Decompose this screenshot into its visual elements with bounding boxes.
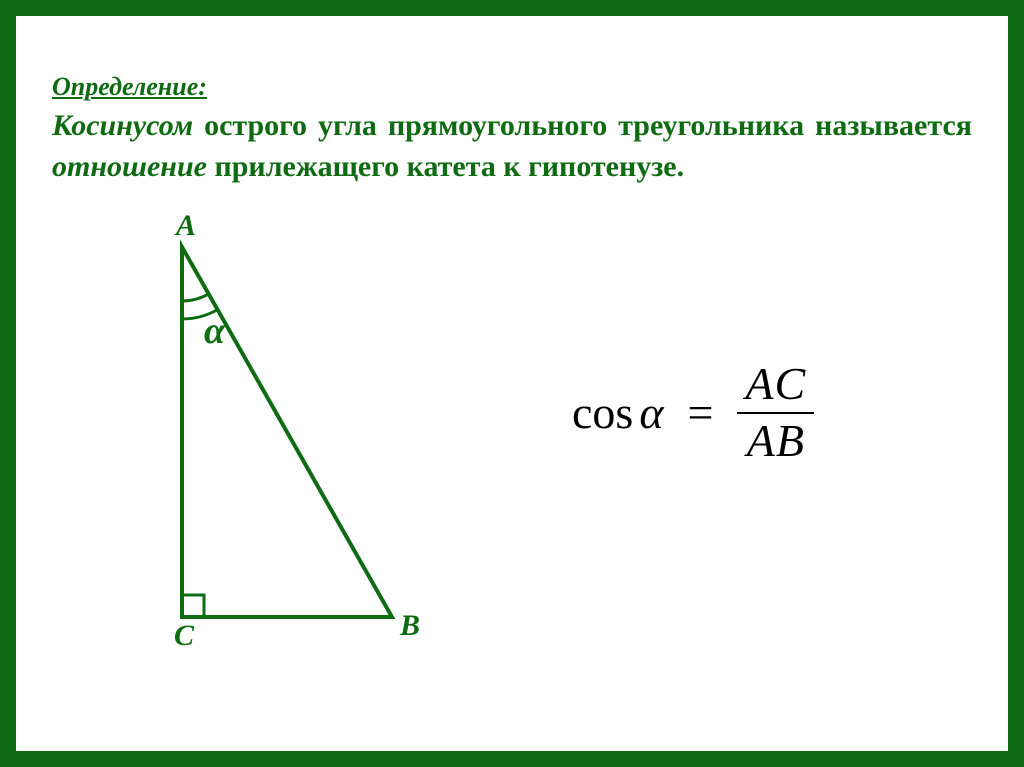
vertex-label-c: C [174,619,194,653]
formula-arg: α [639,386,663,439]
formula-func: cos [572,386,633,439]
definition-body: Косинусом острого угла прямоугольного тр… [52,106,972,187]
definition-text-2: прилежащего катета к гипотенузе. [207,150,684,183]
definition-keyword-cosine: Косинусом [52,109,193,142]
cosine-formula: cos α = AC AB [572,357,814,468]
triangle-diagram: A B C α [112,217,432,662]
slide-frame: Определение: Косинусом острого угла прям… [0,0,1024,767]
formula-fraction: AC AB [737,357,814,468]
triangle-svg [112,217,432,657]
formula-denominator: AB [739,414,813,469]
definition-keyword-ratio: отношение [52,150,207,183]
formula-lhs: cos α [572,386,663,439]
definition-block: Определение: Косинусом острого угла прям… [52,72,972,187]
content-row: A B C α cos α = AC AB [52,187,972,707]
angle-label-alpha: α [204,309,225,353]
formula-numerator: AC [737,357,814,412]
vertex-label-b: B [400,609,420,643]
definition-text-1: острого угла прямоугольного треугольника… [193,109,972,142]
formula-equals: = [681,386,719,439]
vertex-label-a: A [176,209,196,243]
definition-label: Определение: [52,72,972,102]
